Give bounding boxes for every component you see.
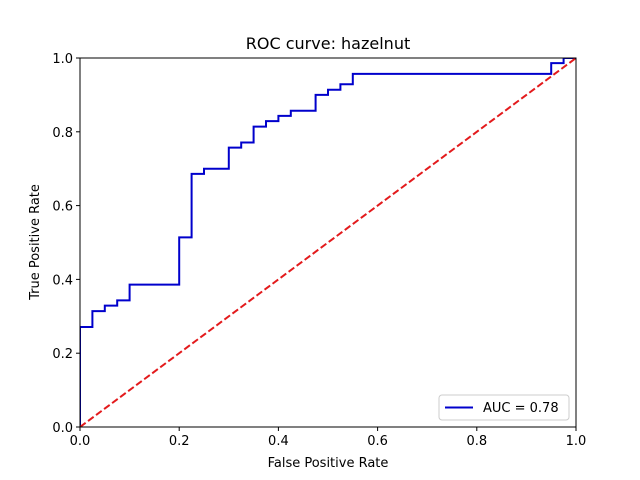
y-tick-label: 0.4 [52,273,73,288]
y-tick-label: 0.6 [52,200,73,215]
x-tick-label: 0.6 [367,434,388,449]
x-tick-label: 0.4 [268,434,289,449]
plot-area: 0.0 0.2 0.4 0.6 0.8 1.0 0.0 0.2 0.4 0.6 0.8 1.0 [52,52,586,449]
y-tick-label: 0.2 [52,347,73,362]
chart-title: ROC curve: hazelnut [246,34,410,53]
x-axis-label: False Positive Rate [268,456,389,471]
x-tick-label: 0.8 [466,434,487,449]
legend: AUC = 0.78 [438,394,570,421]
x-tick-label: 0.0 [70,434,91,449]
x-tick-label: 0.2 [169,434,190,449]
y-tick-label: 0.8 [52,126,73,141]
y-tick-label: 0.0 [52,421,73,436]
legend-box [438,394,570,421]
y-axis-label: True Positive Rate [28,184,43,301]
legend-label-auc: AUC = 0.78 [483,401,559,416]
series-line-roc [80,58,576,427]
x-tick-label: 1.0 [566,434,587,449]
series-line-chance-diagonal [80,58,576,427]
axes-frame [79,57,577,428]
y-tick-label: 1.0 [52,52,73,67]
